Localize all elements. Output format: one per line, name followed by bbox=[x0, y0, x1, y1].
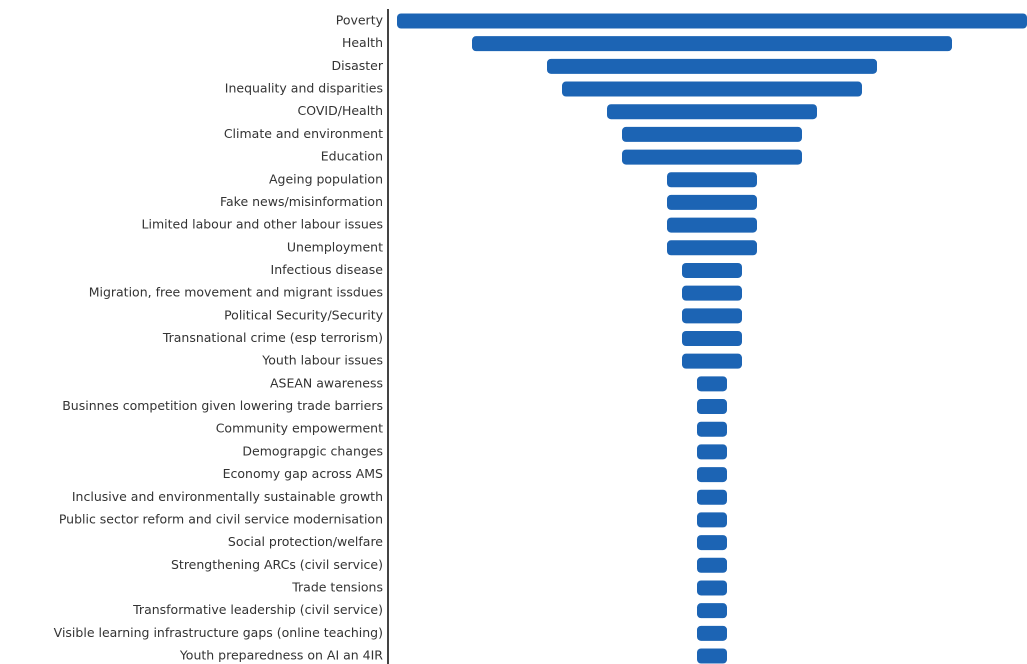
bar bbox=[697, 535, 727, 551]
bar bbox=[622, 126, 802, 142]
bar bbox=[622, 149, 802, 165]
category-label: Education bbox=[321, 149, 383, 164]
bar bbox=[607, 104, 817, 120]
bar bbox=[697, 489, 727, 505]
category-label: Demograpgic changes bbox=[242, 443, 383, 458]
category-label: Trade tensions bbox=[291, 579, 383, 594]
bar bbox=[697, 580, 727, 596]
bar bbox=[697, 467, 727, 483]
bar bbox=[697, 421, 727, 437]
bar bbox=[397, 13, 1027, 29]
bar bbox=[667, 172, 757, 188]
category-label: Political Security/Security bbox=[224, 307, 384, 322]
category-label: Transnational crime (esp terrorism) bbox=[162, 330, 383, 345]
bar bbox=[697, 399, 727, 415]
category-label: Businnes competition given lowering trad… bbox=[62, 398, 383, 413]
category-label: Transformative leadership (civil service… bbox=[132, 602, 383, 617]
category-label: Poverty bbox=[336, 13, 384, 28]
category-label: Unemployment bbox=[287, 239, 383, 254]
category-label: Ageing population bbox=[269, 171, 383, 186]
bar bbox=[472, 36, 952, 52]
bar bbox=[682, 262, 742, 278]
bar bbox=[697, 557, 727, 573]
category-label: Inequality and disparities bbox=[225, 81, 383, 96]
bar bbox=[667, 217, 757, 233]
category-label: ASEAN awareness bbox=[270, 375, 383, 390]
bar bbox=[667, 240, 757, 256]
bar bbox=[682, 331, 742, 346]
bar bbox=[697, 648, 727, 664]
category-label: COVID/Health bbox=[298, 103, 383, 118]
category-label: Limited labour and other labour issues bbox=[142, 217, 383, 232]
category-label: Youth preparedness on AI an 4IR bbox=[179, 648, 383, 663]
bar bbox=[562, 81, 862, 97]
category-label: Inclusive and environmentally sustainabl… bbox=[72, 489, 383, 504]
category-label: Strengthening ARCs (civil service) bbox=[171, 557, 383, 572]
bar bbox=[667, 194, 757, 210]
category-label: Disaster bbox=[331, 58, 383, 73]
category-label: Climate and environment bbox=[224, 126, 383, 141]
bar bbox=[682, 308, 742, 324]
category-label: Public sector reform and civil service m… bbox=[59, 511, 383, 526]
category-label: Infectious disease bbox=[271, 262, 384, 277]
bar bbox=[682, 285, 742, 301]
bar bbox=[682, 353, 742, 369]
category-label: Community empowerment bbox=[216, 421, 383, 436]
category-label: Migration, free movement and migrant iss… bbox=[89, 285, 383, 300]
category-label: Health bbox=[342, 35, 383, 50]
bar bbox=[547, 58, 877, 74]
category-label: Visible learning infrastructure gaps (on… bbox=[54, 625, 383, 640]
category-label: Social protection/welfare bbox=[228, 534, 383, 549]
category-label: Economy gap across AMS bbox=[223, 466, 383, 481]
category-label: Youth labour issues bbox=[261, 353, 383, 368]
bar bbox=[697, 444, 727, 460]
bar bbox=[697, 603, 727, 619]
bar bbox=[697, 625, 727, 641]
bar bbox=[697, 512, 727, 528]
category-label: Fake news/misinformation bbox=[220, 194, 383, 209]
bar bbox=[697, 376, 727, 392]
